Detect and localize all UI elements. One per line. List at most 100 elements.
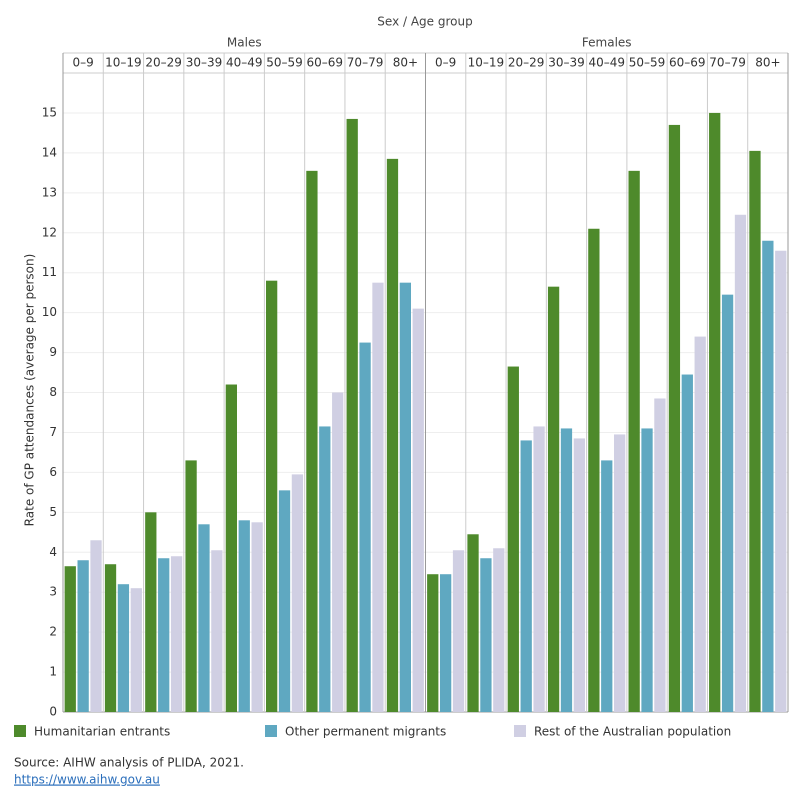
bar [440,574,452,712]
y-tick-label: 4 [49,545,57,559]
bar [560,428,573,712]
bar [614,434,626,712]
bar [452,550,465,712]
bar [588,228,600,712]
bar [480,558,492,712]
bar [90,540,102,712]
bar [427,574,439,712]
bar [709,112,721,712]
y-tick-label: 6 [49,465,57,479]
source-link[interactable]: https://www.aihw.gov.au [14,773,160,787]
bar [238,520,250,712]
bar [251,522,263,712]
x-tick-label: 20–29 [508,56,545,70]
y-tick-label: 8 [49,385,57,399]
x-tick-label: 30–39 [186,56,223,70]
x-tick-label: 20–29 [145,56,182,70]
x-tick-label: 40–49 [588,56,625,70]
bar [641,428,653,712]
x-tick-label: 80+ [755,56,780,70]
bar [77,560,89,712]
y-tick-label: 11 [42,265,57,279]
legend-label: Humanitarian entrants [34,725,170,739]
source-link-wrap[interactable]: https://www.aihw.gov.au [14,773,160,787]
x-tick-label: 80+ [393,56,418,70]
y-tick-label: 5 [49,505,57,519]
x-tick-label: 50–59 [266,56,303,70]
chart-title: Sex / Age group [377,15,472,29]
x-tick-label: 0–9 [435,56,456,70]
y-tick-label: 9 [49,345,57,359]
bar [319,426,331,712]
x-tick-label: 70–79 [709,56,746,70]
bar [211,550,223,712]
y-tick-label: 3 [49,585,57,599]
bar [185,460,197,712]
x-tick-label: 60–69 [669,56,706,70]
y-tick-label: 12 [42,225,57,239]
bar [654,398,666,712]
x-tick-label: 60–69 [307,56,344,70]
bar [306,170,318,713]
bar [278,490,291,712]
bar [507,366,519,712]
legend-swatch [514,725,526,737]
bar [681,374,693,712]
y-tick-label: 7 [49,425,57,439]
x-tick-label: 30–39 [548,56,585,70]
y-axis-label: Rate of GP attendances (average per pers… [23,254,37,527]
bar [266,280,278,712]
bar [359,342,371,712]
y-tick-label: 0 [49,705,57,719]
bar [386,158,399,713]
bar [573,438,585,712]
bar [104,564,117,712]
bar [225,384,237,712]
legend-swatch [14,725,26,737]
x-tick-label: 70–79 [347,56,384,70]
legend-swatch [265,725,277,737]
y-tick-label: 10 [42,305,57,319]
bar [721,294,734,712]
bar [399,282,411,712]
bar [520,440,532,712]
bar [668,124,681,712]
x-tick-label: 10–19 [105,56,142,70]
bar [533,426,545,712]
bar [145,512,157,712]
source-note: Source: AIHW analysis of PLIDA, 2021. [14,756,244,770]
bar [762,240,774,713]
bar [198,524,210,712]
bar [467,534,479,712]
y-tick-label: 1 [49,665,57,679]
x-tick-label: 50–59 [629,56,666,70]
bar [493,548,505,712]
bar [412,308,424,712]
x-tick-label: 10–19 [468,56,505,70]
y-tick-label: 15 [42,105,57,119]
facet-label: Females [582,36,632,50]
bar [547,286,560,712]
bar [332,392,344,712]
y-tick-label: 2 [49,625,57,639]
legend-label: Rest of the Australian population [534,725,731,739]
facet-label: Males [227,36,262,50]
bar [749,150,761,713]
bar [628,170,640,713]
bar [64,566,76,712]
bar [372,282,384,712]
bar [775,250,787,713]
y-tick-label: 14 [42,145,57,159]
bar [694,336,706,712]
x-tick-label: 40–49 [226,56,263,70]
bar [170,556,183,712]
bar [734,214,747,712]
bar [291,474,304,712]
bar [117,584,130,712]
bar [130,588,142,712]
bar [601,460,613,712]
x-tick-label: 0–9 [72,56,93,70]
bar [346,118,358,713]
y-tick-label: 13 [42,185,57,199]
